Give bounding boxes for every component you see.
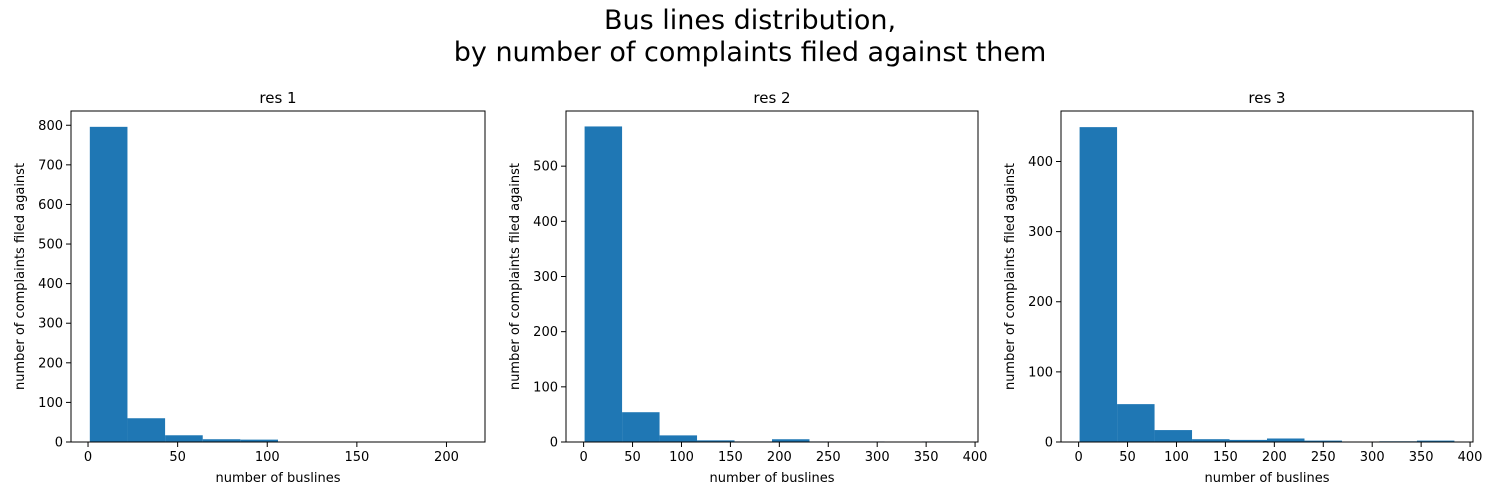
histogram-bar [127,418,166,442]
x-tick-label: 150 [344,450,369,465]
chart-title: res 3 [1248,89,1285,107]
histogram-bar [1117,404,1155,442]
x-axis-label: number of buslines [215,471,340,486]
y-tick-label: 800 [38,119,63,134]
x-tick-label: 300 [1360,450,1385,465]
y-tick-label: 100 [533,380,558,395]
x-tick-label: 250 [1311,450,1336,465]
x-tick-label: 350 [914,450,939,465]
y-tick-label: 500 [38,238,63,253]
histogram-bar [240,439,278,442]
x-tick-label: 0 [579,450,587,465]
chart-panel-2: 0 50 100 150 200 250 300 350 400 0 100 200 300 400 500… [508,89,987,486]
y-axis-label: number of complaints filed against [508,163,523,390]
figure-title-line-2: by number of complaints filed against th… [453,37,1047,68]
y-tick-label: 400 [533,215,558,230]
y-tick-label: 300 [38,317,63,332]
histogram-bar [1192,439,1230,442]
x-axis-label: number of buslines [709,471,834,486]
y-tick-label: 400 [38,277,63,292]
histogram-bar [659,435,698,442]
histogram-bar [622,412,660,442]
y-tick-label: 100 [1028,365,1053,380]
histogram-bar [165,435,203,442]
histogram-bar [89,126,128,443]
x-tick-label: 200 [1262,450,1287,465]
figure-title: Bus lines distribution, by number of com… [0,5,1500,69]
x-tick-label: 0 [84,450,92,465]
x-tick-label: 200 [434,450,459,465]
figure-title-line-1: Bus lines distribution, [603,5,897,36]
y-tick-label: 0 [1045,436,1053,451]
x-tick-label: 50 [1119,450,1136,465]
y-tick-label: 600 [38,198,63,213]
y-tick-label: 0 [55,436,63,451]
y-tick-label: 0 [550,436,558,451]
chart-title: res 1 [259,89,296,107]
histogram-bar [584,126,623,443]
x-axis-label: number of buslines [1204,471,1329,486]
x-tick-label: 350 [1409,450,1434,465]
axes-frame [565,110,979,443]
x-tick-label: 150 [1213,450,1238,465]
histogram-bar [697,440,735,442]
x-tick-label: 150 [718,450,743,465]
histogram-bar [772,439,810,442]
y-axis-label: number of complaints filed against [13,163,28,390]
chart-title: res 2 [753,89,790,107]
histogram-bar [1079,127,1118,442]
histogram-bar [202,439,241,442]
histogram-bar [1267,438,1305,442]
x-tick-label: 400 [1458,450,1483,465]
histogram-bar [1416,440,1455,442]
axes-frame [1060,110,1474,443]
x-tick-label: 100 [1164,450,1189,465]
histogram-bar [1154,430,1193,442]
y-tick-label: 100 [38,396,63,411]
x-tick-label: 0 [1074,450,1082,465]
y-tick-label: 300 [1028,225,1053,240]
x-tick-label: 200 [767,450,792,465]
x-tick-label: 250 [816,450,841,465]
x-tick-label: 400 [963,450,988,465]
y-tick-label: 700 [38,158,63,173]
histogram-bar [1229,439,1267,442]
y-axis-label: number of complaints filed against [1003,163,1018,390]
histogram-bar [1304,440,1342,442]
x-tick-label: 100 [669,450,694,465]
y-tick-label: 200 [1028,295,1053,310]
x-tick-label: 50 [624,450,641,465]
x-tick-label: 300 [865,450,890,465]
y-tick-label: 200 [38,356,63,371]
chart-panel-3: 0 50 100 150 200 250 300 350 400 0 100 200 300 400 res… [1003,89,1482,486]
x-tick-label: 100 [255,450,280,465]
y-tick-label: 300 [533,270,558,285]
y-tick-label: 400 [1028,155,1053,170]
x-tick-label: 50 [169,450,186,465]
y-tick-label: 200 [533,325,558,340]
axes-frame [70,110,486,443]
chart-panel-1: 0 50 100 150 200 0 100 200 300 400 500 600 700 800 res… [13,89,486,486]
y-tick-label: 500 [533,160,558,175]
